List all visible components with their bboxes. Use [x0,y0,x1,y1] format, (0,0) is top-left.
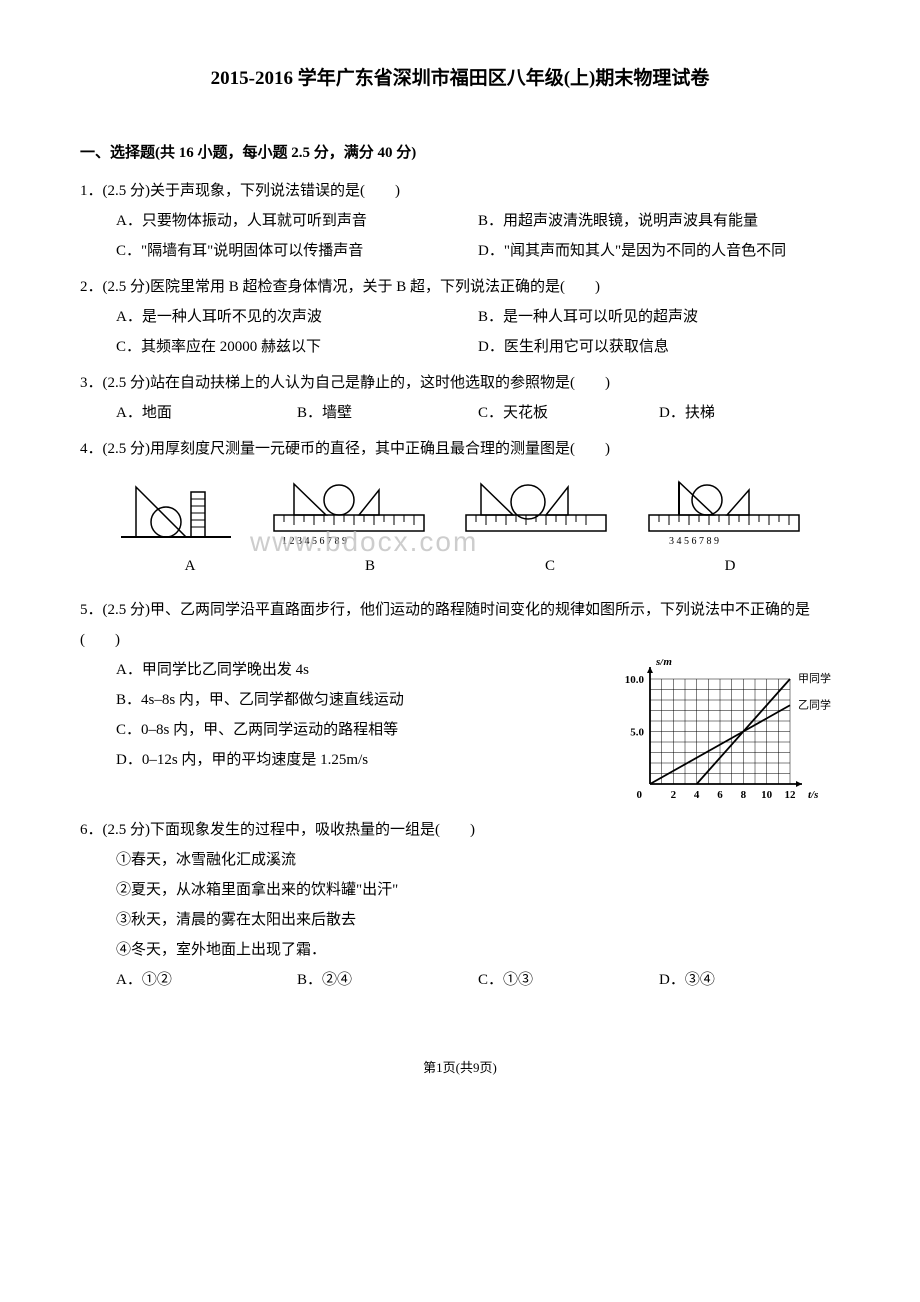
svg-text:1 2 3 4 5 6 7 8 9: 1 2 3 4 5 6 7 8 9 [282,536,347,547]
question-6: 6．(2.5 分)下面现象发生的过程中，吸收热量的一组是( ) ①春天，冰雪融化… [80,815,840,995]
q6-option-b: B．②④ [297,965,478,995]
q1-options-row1: A．只要物体振动，人耳就可听到声音 B．用超声波清洗眼镜，说明声波具有能量 [80,206,840,236]
q5-options: A．甲同学比乙同学晚出发 4s B．4s–8s 内，甲、乙同学都做匀速直线运动 … [80,655,590,775]
q5-text: 5．(2.5 分)甲、乙两同学沿平直路面步行，他们运动的路程随时间变化的规律如图… [80,595,840,655]
q4-label-a: A [100,551,280,581]
q4-diagram-c [456,472,616,547]
svg-text:3 4 5 6 7 8 9: 3 4 5 6 7 8 9 [669,536,719,547]
q6-item-3: ③秋天，清晨的雾在太阳出来后散去 [80,905,840,935]
q4-diagram-b: 1 2 3 4 5 6 7 8 9 [264,472,434,547]
q5-option-d: D．0–12s 内，甲的平均速度是 1.25m/s [80,745,590,775]
q4-labels: A B C D [80,547,840,589]
q6-item-1: ①春天，冰雪融化汇成溪流 [80,845,840,875]
q1-option-b: B．用超声波清洗眼镜，说明声波具有能量 [478,206,840,236]
q2-option-c: C．其频率应在 20000 赫兹以下 [116,332,478,362]
svg-text:5.0: 5.0 [630,727,644,739]
page-title: 2015-2016 学年广东省深圳市福田区八年级(上)期末物理试卷 [80,60,840,98]
q6-item-4: ④冬天，室外地面上出现了霜． [80,935,840,965]
svg-text:0: 0 [637,789,643,801]
question-3: 3．(2.5 分)站在自动扶梯上的人认为自己是静止的，这时他选取的参照物是( )… [80,368,840,428]
page-footer: 第1页(共9页) [80,1055,840,1081]
q2-options-row2: C．其频率应在 20000 赫兹以下 D．医生利用它可以获取信息 [80,332,840,362]
q2-option-d: D．医生利用它可以获取信息 [478,332,840,362]
q6-options: A．①② B．②④ C．①③ D．③④ [80,965,840,995]
q3-options: A．地面 B．墙壁 C．天花板 D．扶梯 [80,398,840,428]
q3-option-c: C．天花板 [478,398,659,428]
q6-option-d: D．③④ [659,965,840,995]
question-5: 5．(2.5 分)甲、乙两同学沿平直路面步行，他们运动的路程随时间变化的规律如图… [80,595,840,809]
q1-option-d: D．"闻其声而知其人"是因为不同的人音色不同 [478,236,840,266]
svg-text:s/m: s/m [655,659,672,668]
q6-option-c: C．①③ [478,965,659,995]
question-1: 1．(2.5 分)关于声现象，下列说法错误的是( ) A．只要物体振动，人耳就可… [80,176,840,266]
svg-text:2: 2 [671,789,677,801]
q1-text: 1．(2.5 分)关于声现象，下列说法错误的是( ) [80,176,840,206]
svg-text:10.0: 10.0 [625,674,645,686]
svg-text:t/s: t/s [808,789,818,801]
q4-diagrams: 1 2 3 4 5 6 7 8 9 [80,464,840,547]
q5-option-b: B．4s–8s 内，甲、乙同学都做匀速直线运动 [80,685,590,715]
q4-text: 4．(2.5 分)用厚刻度尺测量一元硬币的直径，其中正确且最合理的测量图是( ) [80,434,840,464]
q1-option-a: A．只要物体振动，人耳就可听到声音 [116,206,478,236]
question-2: 2．(2.5 分)医院里常用 B 超检查身体情况，关于 B 超，下列说法正确的是… [80,272,840,362]
svg-text:8: 8 [741,789,747,801]
question-4: 4．(2.5 分)用厚刻度尺测量一元硬币的直径，其中正确且最合理的测量图是( )… [80,434,840,589]
q4-diagram-d: 3 4 5 6 7 8 9 [639,472,809,547]
q2-text: 2．(2.5 分)医院里常用 B 超检查身体情况，关于 B 超，下列说法正确的是… [80,272,840,302]
svg-text:甲同学: 甲同学 [798,671,831,685]
svg-text:4: 4 [694,789,700,801]
q5-chart: 2 4 6 8 10 12 5.0 10.0 0 t/s s/m 甲同学乙同学 [610,659,840,809]
q6-option-a: A．①② [116,965,297,995]
svg-text:10: 10 [761,789,773,801]
q6-item-2: ②夏天，从冰箱里面拿出来的饮料罐"出汗" [80,875,840,905]
q5-option-c: C．0–8s 内，甲、乙两同学运动的路程相等 [80,715,590,745]
q3-option-b: B．墙壁 [297,398,478,428]
svg-text:乙同学: 乙同学 [798,697,831,711]
svg-text:6: 6 [717,789,723,801]
q1-options-row2: C．"隔墙有耳"说明固体可以传播声音 D．"闻其声而知其人"是因为不同的人音色不… [80,236,840,266]
section-header: 一、选择题(共 16 小题，每小题 2.5 分，满分 40 分) [80,138,840,168]
q5-option-a: A．甲同学比乙同学晚出发 4s [80,655,590,685]
q5-body: A．甲同学比乙同学晚出发 4s B．4s–8s 内，甲、乙同学都做匀速直线运动 … [80,655,840,809]
q6-text: 6．(2.5 分)下面现象发生的过程中，吸收热量的一组是( ) [80,815,840,845]
q4-label-b: B [280,551,460,581]
q4-label-c: C [460,551,640,581]
q4-diagram-a [111,477,241,547]
q1-option-c: C．"隔墙有耳"说明固体可以传播声音 [116,236,478,266]
page-content: 2015-2016 学年广东省深圳市福田区八年级(上)期末物理试卷 一、选择题(… [80,60,840,1081]
q3-option-d: D．扶梯 [659,398,840,428]
q3-option-a: A．地面 [116,398,297,428]
q2-options-row1: A．是一种人耳听不见的次声波 B．是一种人耳可以听见的超声波 [80,302,840,332]
svg-text:12: 12 [785,789,797,801]
q3-text: 3．(2.5 分)站在自动扶梯上的人认为自己是静止的，这时他选取的参照物是( ) [80,368,840,398]
q2-option-a: A．是一种人耳听不见的次声波 [116,302,478,332]
q2-option-b: B．是一种人耳可以听见的超声波 [478,302,840,332]
q4-label-d: D [640,551,820,581]
